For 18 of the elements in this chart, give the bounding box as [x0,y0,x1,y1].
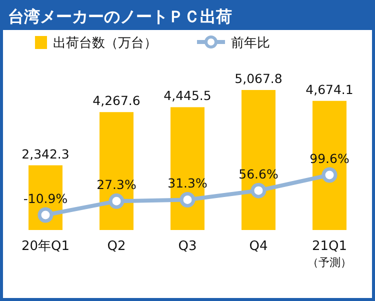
data-label: 4,445.5 [164,88,212,104]
data-label: 4,267.6 [92,93,140,108]
legend-label: 出荷台数（万台） [53,36,157,51]
point [38,207,54,223]
data-label: 5,067.8 [234,71,282,86]
data-label: 2,342.3 [22,146,70,162]
x-tick-label: 21Q1（予測） [308,239,352,269]
x-tick-label: Q3 [178,239,197,254]
x-tick-label: Q2 [107,239,126,254]
chart-title: 台湾メーカーのノートＰＣ出荷 [8,7,232,26]
point [322,167,338,183]
x-tick-label: 20年Q1 [21,239,70,254]
point [180,192,196,208]
point [108,193,124,209]
point [250,182,266,198]
x-tick-label: Q4 [249,239,268,254]
legend-label: 前年比 [231,36,270,51]
data-label: 4,674.1 [306,82,354,97]
